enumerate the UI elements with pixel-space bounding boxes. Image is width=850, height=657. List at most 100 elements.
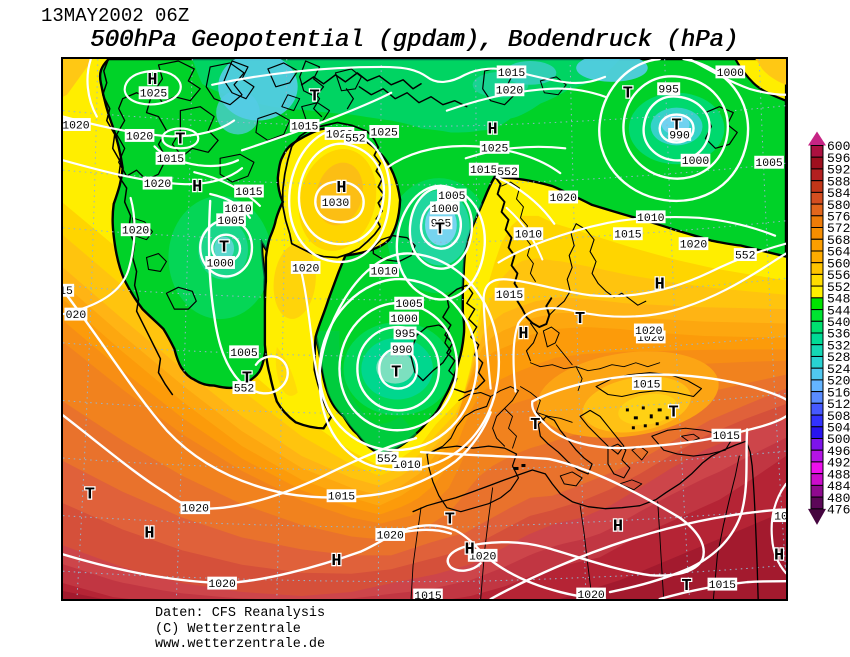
- svg-text:1020: 1020: [122, 225, 150, 238]
- svg-text:995: 995: [431, 218, 452, 231]
- svg-text:1020: 1020: [208, 578, 236, 591]
- svg-text:1020: 1020: [144, 178, 172, 191]
- svg-text:1015: 1015: [328, 491, 356, 504]
- svg-text:1020: 1020: [126, 130, 154, 143]
- svg-text:1025: 1025: [371, 126, 399, 139]
- svg-text:544: 544: [827, 303, 850, 318]
- svg-text:1020: 1020: [550, 192, 578, 205]
- svg-text:T: T: [681, 577, 691, 596]
- svg-text:488: 488: [827, 467, 850, 482]
- svg-text:1025: 1025: [481, 142, 509, 155]
- svg-text:560: 560: [827, 256, 850, 271]
- svg-text:15: 15: [61, 285, 73, 298]
- svg-text:1025: 1025: [140, 88, 168, 101]
- svg-text:484: 484: [827, 479, 850, 494]
- svg-text:H: H: [613, 518, 623, 537]
- svg-text:584: 584: [827, 186, 850, 201]
- svg-text:1010: 1010: [637, 212, 665, 225]
- svg-text:540: 540: [827, 315, 850, 330]
- svg-text:1030: 1030: [322, 197, 350, 210]
- svg-text:H: H: [144, 524, 154, 543]
- svg-text:512: 512: [827, 397, 850, 412]
- svg-text:1020: 1020: [496, 85, 524, 98]
- svg-text:H: H: [488, 120, 498, 139]
- svg-text:1015: 1015: [470, 164, 498, 177]
- svg-text:1015: 1015: [713, 430, 741, 443]
- svg-text:596: 596: [827, 151, 850, 166]
- svg-text:592: 592: [827, 163, 850, 178]
- svg-text:H: H: [518, 325, 528, 344]
- svg-text:1020: 1020: [292, 262, 320, 275]
- svg-text:990: 990: [669, 129, 690, 142]
- svg-text:995: 995: [395, 328, 416, 341]
- svg-text:T: T: [310, 88, 320, 107]
- svg-text:1005: 1005: [395, 298, 423, 311]
- svg-text:H: H: [465, 540, 475, 559]
- svg-text:520: 520: [827, 374, 850, 389]
- svg-text:1020: 1020: [182, 503, 210, 516]
- svg-text:1015: 1015: [157, 153, 185, 166]
- svg-text:T: T: [530, 416, 540, 435]
- svg-text:476: 476: [827, 503, 850, 518]
- svg-text:1020: 1020: [469, 550, 497, 563]
- svg-text:1005: 1005: [438, 190, 466, 203]
- svg-text:1015: 1015: [235, 186, 263, 199]
- svg-text:1020: 1020: [680, 239, 708, 252]
- svg-text:532: 532: [827, 338, 850, 353]
- svg-text:H: H: [331, 552, 341, 571]
- svg-text:552: 552: [377, 453, 398, 466]
- svg-text:1015: 1015: [709, 579, 737, 592]
- svg-text:1000: 1000: [206, 257, 234, 270]
- svg-text:1015: 1015: [498, 67, 526, 80]
- svg-text:548: 548: [827, 292, 850, 307]
- svg-text:H: H: [147, 71, 157, 90]
- svg-text:1015: 1015: [496, 289, 524, 302]
- svg-text:496: 496: [827, 444, 850, 459]
- svg-text:516: 516: [827, 385, 850, 400]
- svg-text:580: 580: [827, 198, 850, 213]
- svg-text:10: 10: [774, 511, 788, 524]
- svg-text:1020: 1020: [376, 529, 404, 542]
- svg-text:1010: 1010: [393, 459, 421, 472]
- svg-text:480: 480: [827, 491, 850, 506]
- svg-text:572: 572: [827, 221, 850, 236]
- svg-text:552: 552: [827, 280, 850, 295]
- svg-text:1020: 1020: [577, 589, 605, 601]
- svg-text:020: 020: [66, 309, 87, 322]
- svg-text:990: 990: [392, 344, 413, 357]
- svg-text:1015: 1015: [291, 120, 319, 133]
- svg-text:1000: 1000: [717, 67, 745, 80]
- svg-text:T: T: [242, 370, 252, 389]
- svg-text:T: T: [435, 221, 445, 240]
- svg-text:1005: 1005: [230, 347, 258, 360]
- svg-text:T: T: [445, 511, 455, 530]
- svg-text:492: 492: [827, 456, 850, 471]
- svg-text:552: 552: [497, 166, 518, 179]
- svg-text:1000: 1000: [682, 155, 710, 168]
- svg-text:528: 528: [827, 350, 850, 365]
- svg-text:1000: 1000: [431, 203, 459, 216]
- svg-text:H: H: [655, 275, 665, 294]
- svg-text:1020: 1020: [635, 325, 663, 338]
- svg-text:508: 508: [827, 409, 850, 424]
- svg-text:564: 564: [827, 245, 850, 260]
- svg-text:T: T: [672, 116, 682, 135]
- svg-text:556: 556: [827, 268, 850, 283]
- svg-text:524: 524: [827, 362, 850, 377]
- svg-text:1020: 1020: [62, 119, 90, 132]
- svg-text:1010: 1010: [515, 229, 543, 242]
- svg-text:600: 600: [827, 139, 850, 154]
- svg-text:576: 576: [827, 210, 850, 225]
- svg-text:H: H: [336, 179, 346, 198]
- svg-text:568: 568: [827, 233, 850, 248]
- svg-text:T: T: [391, 364, 401, 383]
- svg-text:504: 504: [827, 421, 850, 436]
- svg-text:1005: 1005: [217, 215, 245, 228]
- svg-text:1015: 1015: [614, 229, 642, 242]
- svg-text:T: T: [669, 403, 679, 422]
- svg-text:1010: 1010: [224, 203, 252, 216]
- svg-text:1005: 1005: [755, 157, 783, 170]
- svg-text:1015: 1015: [633, 379, 661, 392]
- svg-text:1000: 1000: [390, 313, 418, 326]
- svg-text:T: T: [175, 130, 185, 149]
